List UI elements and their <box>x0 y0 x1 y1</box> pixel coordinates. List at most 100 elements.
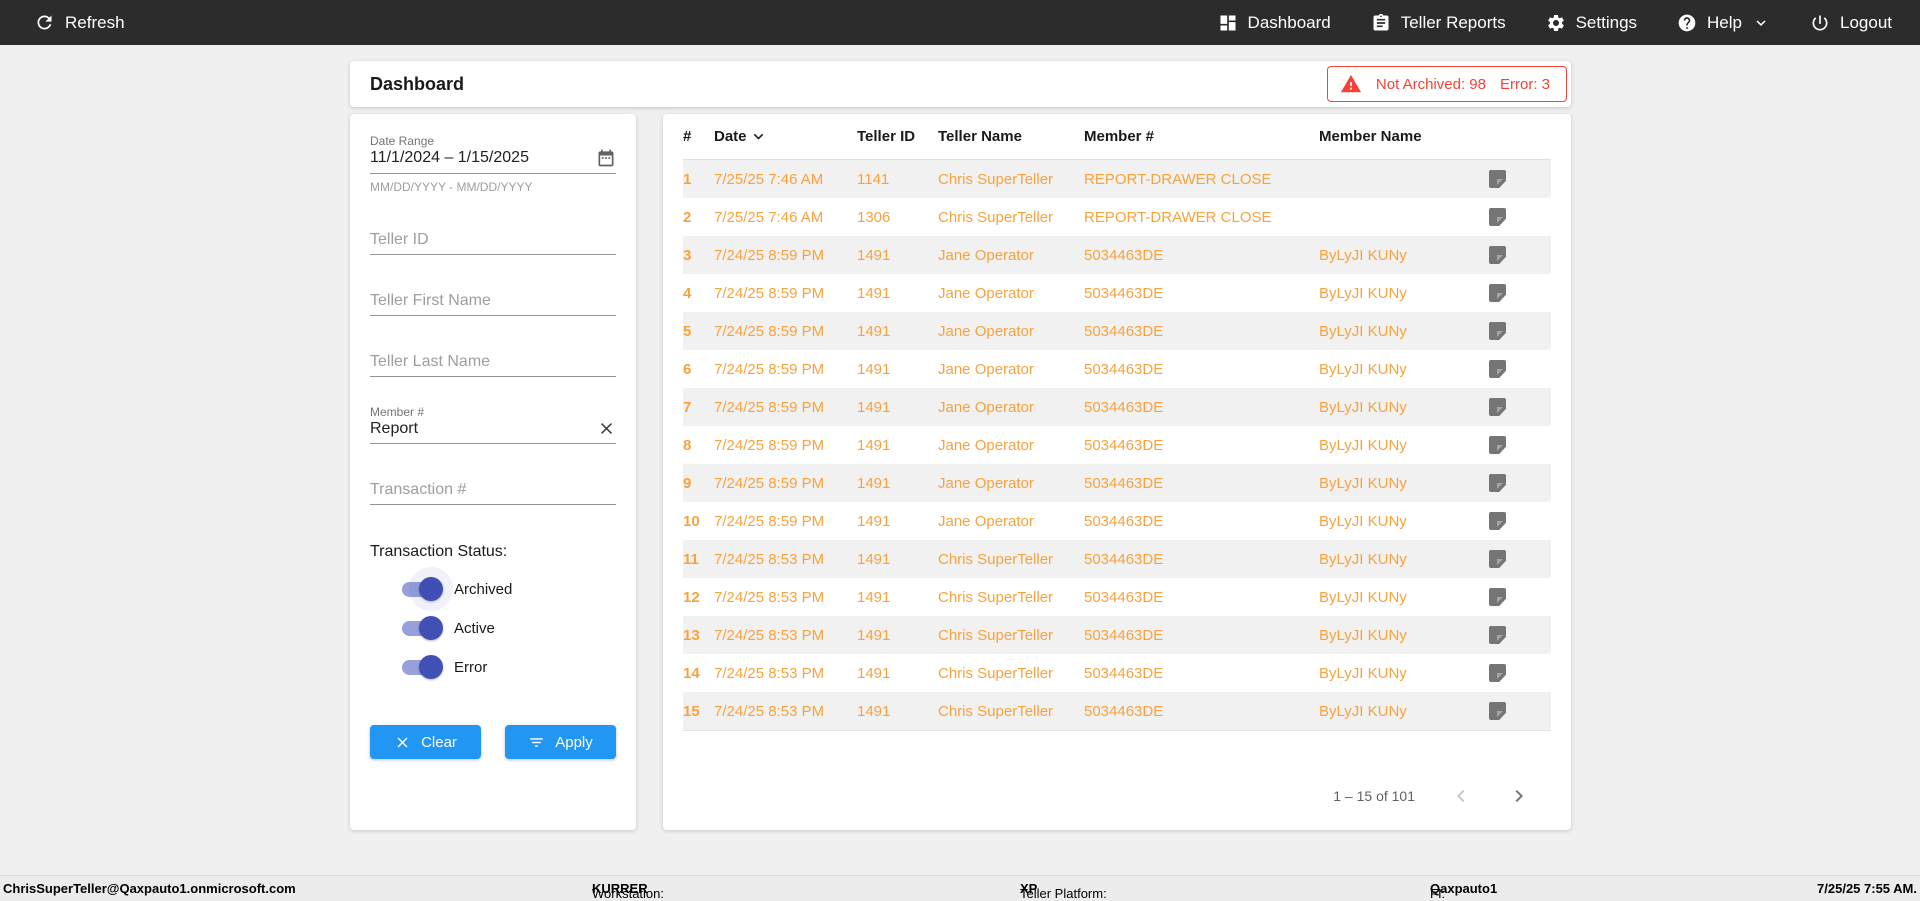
clear-button[interactable]: Clear <box>370 725 481 759</box>
table-row[interactable]: 7 7/24/25 8:59 PM 1491 Jane Operator 503… <box>683 388 1551 426</box>
note-icon[interactable] <box>1489 170 1506 188</box>
cell-teller-name: Chris SuperTeller <box>938 208 1054 226</box>
cell-date: 7/24/25 8:59 PM <box>714 360 825 378</box>
note-icon[interactable] <box>1489 284 1506 302</box>
note-icon[interactable] <box>1489 512 1506 530</box>
transaction-number-input[interactable] <box>370 481 616 499</box>
date-range-input[interactable] <box>370 149 596 167</box>
cell-date: 7/24/25 8:53 PM <box>714 588 825 606</box>
active-switch[interactable] <box>400 616 443 640</box>
cell-date: 7/24/25 8:53 PM <box>714 702 825 720</box>
toggle-archived[interactable]: Archived <box>400 567 616 611</box>
cell-date: 7/24/25 8:59 PM <box>714 246 825 264</box>
error-switch[interactable] <box>400 655 443 679</box>
cell-row-number: 8 <box>683 436 692 454</box>
cell-date: 7/24/25 8:53 PM <box>714 626 825 644</box>
toggle-active[interactable]: Active <box>400 616 616 640</box>
table-row[interactable]: 12 7/24/25 8:53 PM 1491 Chris SuperTelle… <box>683 578 1551 616</box>
cell-date: 7/24/25 8:59 PM <box>714 398 825 416</box>
power-icon <box>1812 15 1828 30</box>
table-row[interactable]: 11 7/24/25 8:53 PM 1491 Chris SuperTelle… <box>683 540 1551 578</box>
table-row[interactable]: 14 7/24/25 8:53 PM 1491 Chris SuperTelle… <box>683 654 1551 692</box>
note-icon[interactable] <box>1489 360 1506 378</box>
column-header-teller-id[interactable]: Teller ID <box>857 128 916 145</box>
table-row[interactable]: 2 7/25/25 7:46 AM 1306 Chris SuperTeller… <box>683 198 1551 236</box>
member-number-input[interactable] <box>370 419 597 438</box>
cell-date: 7/24/25 8:59 PM <box>714 512 825 530</box>
teller-id-input[interactable] <box>370 231 616 249</box>
note-icon[interactable] <box>1489 398 1506 416</box>
nav-logout[interactable]: Logout <box>1810 13 1892 33</box>
note-icon[interactable] <box>1489 664 1506 682</box>
refresh-button[interactable]: Refresh <box>34 12 125 33</box>
note-icon[interactable] <box>1489 208 1506 226</box>
cell-member-name: ByLyJI KUNy <box>1319 436 1407 454</box>
teller-first-name-input[interactable] <box>370 292 616 310</box>
cell-member-number: 5034463DE <box>1084 284 1164 302</box>
cell-member-name: ByLyJI KUNy <box>1319 398 1407 416</box>
cell-member-number: 5034463DE <box>1084 360 1164 378</box>
cell-member-number: 5034463DE <box>1084 474 1164 492</box>
cell-row-number: 7 <box>683 398 692 416</box>
date-range-label: Date Range <box>370 134 435 148</box>
note-icon[interactable] <box>1489 246 1506 264</box>
cell-member-name: ByLyJI KUNy <box>1319 284 1407 302</box>
note-icon[interactable] <box>1489 550 1506 568</box>
table-row[interactable]: 15 7/24/25 8:53 PM 1491 Chris SuperTelle… <box>683 692 1551 730</box>
calendar-button[interactable] <box>596 148 616 168</box>
cell-member-name: ByLyJI KUNy <box>1319 512 1407 530</box>
page-title-bar: Dashboard Not Archived: 98 Error: 3 <box>350 61 1571 107</box>
cell-member-number: 5034463DE <box>1084 398 1164 416</box>
cell-member-number: 5034463DE <box>1084 322 1164 340</box>
table-row[interactable]: 4 7/24/25 8:59 PM 1491 Jane Operator 503… <box>683 274 1551 312</box>
note-icon[interactable] <box>1489 322 1506 340</box>
teller-last-name-input[interactable] <box>370 353 616 371</box>
column-header-teller-name[interactable]: Teller Name <box>938 128 1022 145</box>
cell-row-number: 11 <box>683 550 699 568</box>
clear-member-button[interactable] <box>597 419 616 438</box>
column-header-member-name[interactable]: Member Name <box>1319 128 1422 145</box>
cell-teller-name: Chris SuperTeller <box>938 626 1054 644</box>
nav-teller-reports[interactable]: Teller Reports <box>1371 13 1506 33</box>
cell-member-name: ByLyJI KUNy <box>1319 322 1407 340</box>
top-navbar: Refresh Dashboard Teller Reports Setting… <box>0 0 1920 45</box>
column-header-date[interactable]: Date <box>714 127 857 146</box>
table-row[interactable]: 9 7/24/25 8:59 PM 1491 Jane Operator 503… <box>683 464 1551 502</box>
cell-teller-name: Jane Operator <box>938 322 1034 340</box>
table-row[interactable]: 6 7/24/25 8:59 PM 1491 Jane Operator 503… <box>683 350 1551 388</box>
apply-button[interactable]: Apply <box>505 725 616 759</box>
table-row[interactable]: 10 7/24/25 8:59 PM 1491 Jane Operator 50… <box>683 502 1551 540</box>
table-row[interactable]: 13 7/24/25 8:53 PM 1491 Chris SuperTelle… <box>683 616 1551 654</box>
column-header-num[interactable]: # <box>683 128 692 145</box>
nav-help[interactable]: Help <box>1677 13 1770 33</box>
date-format-hint: MM/DD/YYYY - MM/DD/YYYY <box>370 180 533 194</box>
report-icon <box>1373 13 1389 31</box>
cell-teller-name: Jane Operator <box>938 474 1034 492</box>
table-row[interactable]: 1 7/25/25 7:46 AM 1141 Chris SuperTeller… <box>683 160 1551 198</box>
cell-teller-name: Chris SuperTeller <box>938 170 1054 188</box>
close-icon <box>397 737 408 747</box>
cell-member-number: 5034463DE <box>1084 550 1164 568</box>
note-icon[interactable] <box>1489 626 1506 644</box>
cell-teller-id: 1491 <box>857 284 891 302</box>
cell-teller-id: 1491 <box>857 588 891 606</box>
cell-row-number: 6 <box>683 360 692 378</box>
calendar-icon <box>598 149 614 167</box>
table-row[interactable]: 8 7/24/25 8:59 PM 1491 Jane Operator 503… <box>683 426 1551 464</box>
table-row[interactable]: 5 7/24/25 8:59 PM 1491 Jane Operator 503… <box>683 312 1551 350</box>
note-icon[interactable] <box>1489 474 1506 492</box>
note-icon[interactable] <box>1489 588 1506 606</box>
note-icon[interactable] <box>1489 702 1506 720</box>
previous-page-button[interactable] <box>1449 784 1473 808</box>
dashboard-icon <box>1220 15 1236 30</box>
column-header-member-number[interactable]: Member # <box>1084 128 1155 145</box>
cell-member-number: 5034463DE <box>1084 664 1164 682</box>
table-row[interactable]: 3 7/24/25 8:59 PM 1491 Jane Operator 503… <box>683 236 1551 274</box>
next-page-button[interactable] <box>1507 784 1531 808</box>
nav-dashboard[interactable]: Dashboard <box>1218 13 1331 33</box>
nav-settings[interactable]: Settings <box>1546 13 1637 33</box>
note-icon[interactable] <box>1489 436 1506 454</box>
platform-value: XP <box>1020 881 1038 896</box>
archived-switch[interactable] <box>400 567 453 611</box>
toggle-error[interactable]: Error <box>400 655 616 679</box>
